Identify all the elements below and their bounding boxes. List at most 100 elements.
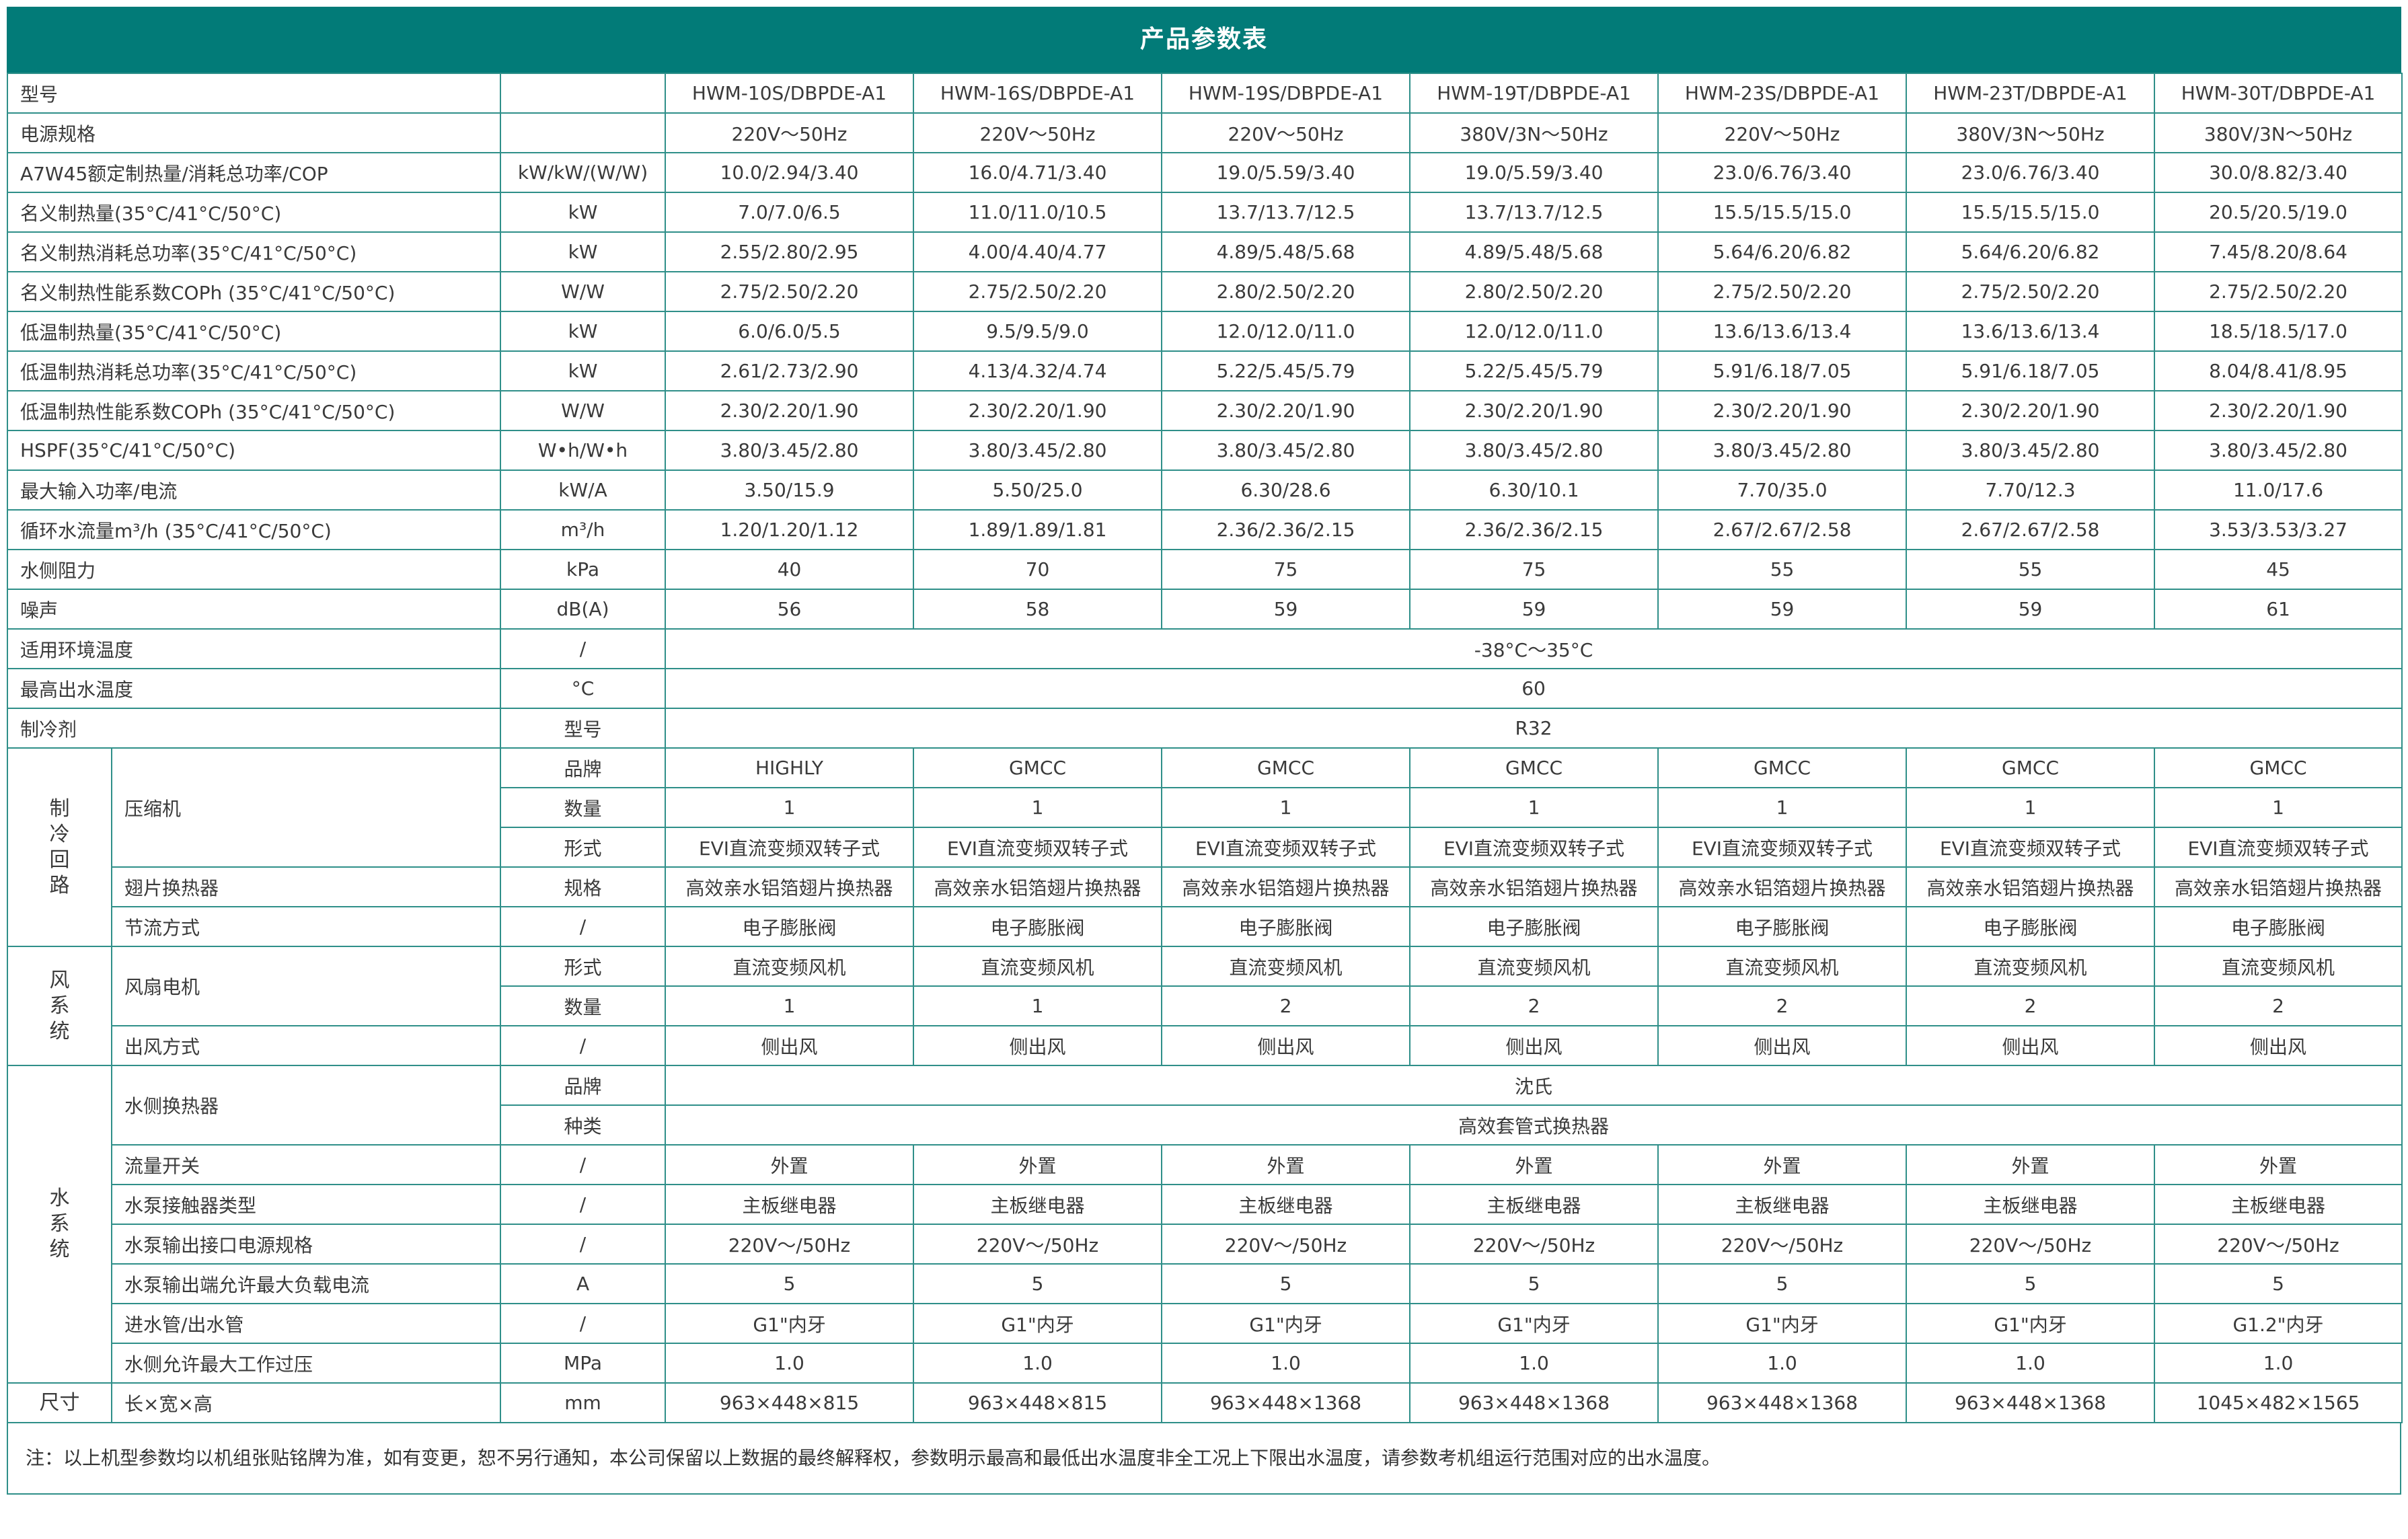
- value-cell: 侧出风: [1161, 1025, 1411, 1066]
- value-cell: 侧出风: [1906, 1025, 2156, 1066]
- value-cell: G1"内牙: [1161, 1303, 1411, 1344]
- sub-label: 长×宽×高: [110, 1382, 502, 1423]
- value-cell: G1"内牙: [913, 1303, 1163, 1344]
- value-cell: 主板继电器: [1657, 1184, 1908, 1225]
- page-title: 产品参数表: [7, 7, 2401, 73]
- unit-cell: 种类: [500, 1104, 667, 1146]
- value-cell: 75: [1161, 549, 1411, 590]
- value-cell: EVI直流变频双转子式: [1657, 827, 1908, 868]
- value-cell: 4.89/5.48/5.68: [1409, 231, 1659, 272]
- value-cell: 2: [2154, 985, 2403, 1026]
- value-cell: 963×448×1368: [1906, 1382, 2156, 1423]
- value-cell: 55: [1906, 549, 2156, 590]
- value-cell: 4.00/4.40/4.77: [913, 231, 1163, 272]
- value-cell: 外置: [665, 1144, 915, 1185]
- value-cell: 2.67/2.67/2.58: [1657, 509, 1908, 550]
- merged-value-cell: R32: [665, 708, 2403, 749]
- value-cell: EVI直流变频双转子式: [913, 827, 1163, 868]
- table-row: 名义制热量(35°C/41°C/50°C) kW 7.0/7.0/6.5 11.0/1…: [6, 192, 2403, 233]
- value-cell: 5.91/6.18/7.05: [1906, 350, 2156, 391]
- table-row: 水泵输出接口电源规格/220V～/50Hz 220V～/50Hz 220V～/50H…: [7, 1224, 2403, 1265]
- table-row: 水系统 水侧换热器 品牌 沈氏: [7, 1065, 2403, 1384]
- value-cell: 直流变频风机: [1161, 946, 1411, 987]
- unit-cell: A: [500, 1263, 667, 1304]
- value-cell: 2.75/2.50/2.20: [913, 271, 1163, 312]
- value-cell: 59: [1161, 589, 1411, 630]
- value-cell: 13.6/13.6/13.4: [1657, 311, 1908, 352]
- unit-cell: 形式: [500, 827, 667, 868]
- unit-cell: 品牌: [500, 747, 667, 788]
- value-cell: 380V/3N～50Hz: [2154, 112, 2403, 153]
- table-row: 电源规格 220V～50Hz 220V～50Hz 220V～50Hz 380V/3N～5…: [6, 112, 2403, 153]
- value-cell: 59: [1657, 589, 1908, 630]
- section-label-text: 尺寸: [39, 1390, 80, 1415]
- value-cell: 963×448×1368: [1161, 1382, 1411, 1423]
- unit-cell: W/W: [500, 390, 667, 431]
- value-cell: 3.80/3.45/2.80: [1906, 430, 2156, 471]
- value-cell: 1045×482×1565: [2154, 1382, 2403, 1423]
- table-row: 名义制热消耗总功率(35°C/41°C/50°C) kW 2.55/2.80/2.9…: [6, 231, 2403, 272]
- value-cell: 2.67/2.67/2.58: [1906, 509, 2156, 550]
- row-label: HSPF(35°C/41°C/50°C): [6, 430, 502, 471]
- spec-table: 型号 HWM-10S/DBPDE-A1 HWM-16S/DBPDE-A1 HWM-19…: [6, 73, 2403, 1423]
- table-row: 翅片换热器 规格 高效亲水铝箔翅片换热器 高效亲水铝箔翅片换热器 高效亲水铝箔翅片换热器…: [7, 866, 2403, 907]
- table-row: 低温制热量(35°C/41°C/50°C) kW 6.0/6.0/5.5 9.5/9.…: [6, 311, 2403, 352]
- value-cell: HWM-10S/DBPDE-A1: [665, 73, 915, 114]
- value-cell: 2.75/2.50/2.20: [665, 271, 915, 312]
- table-row: 型号 HWM-10S/DBPDE-A1 HWM-16S/DBPDE-A1 HWM-19…: [6, 73, 2403, 114]
- value-cell: 高效亲水铝箔翅片换热器: [1906, 866, 2156, 907]
- value-cell: 5.91/6.18/7.05: [1657, 350, 1908, 391]
- value-cell: 电子膨胀阀: [1657, 906, 1908, 947]
- unit-cell: kW/A: [500, 470, 667, 511]
- value-cell: GMCC: [1161, 747, 1411, 788]
- value-cell: HIGHLY: [665, 747, 915, 788]
- sub-label: 水泵接触器类型: [110, 1184, 502, 1225]
- value-cell: 13.6/13.6/13.4: [1906, 311, 2156, 352]
- table-row: 循环水流量m³/h (35°C/41°C/50°C) m³/h 1.20/1.20/…: [6, 509, 2403, 550]
- value-cell: 2.80/2.50/2.20: [1161, 271, 1411, 312]
- section-label-text: 风系统: [49, 968, 70, 1043]
- section-label: 水系统: [7, 1065, 112, 1384]
- value-cell: 5: [1409, 1263, 1659, 1304]
- value-cell: 高效亲水铝箔翅片换热器: [1161, 866, 1411, 907]
- unit-cell: mm: [500, 1382, 667, 1423]
- value-cell: 1.0: [1657, 1343, 1908, 1384]
- value-cell: 电子膨胀阀: [1161, 906, 1411, 947]
- value-cell: GMCC: [1906, 747, 2156, 788]
- value-cell: 45: [2154, 549, 2403, 590]
- value-cell: 电子膨胀阀: [665, 906, 915, 947]
- unit-cell: 数量: [500, 787, 667, 828]
- unit-cell: [500, 73, 667, 114]
- sub-label: 水侧换热器: [110, 1065, 502, 1146]
- unit-cell: °C: [500, 668, 667, 709]
- table-row: 适用环境温度 / -38°C～35°C: [6, 628, 2403, 669]
- value-cell: 高效亲水铝箔翅片换热器: [2154, 866, 2403, 907]
- value-cell: EVI直流变频双转子式: [1409, 827, 1659, 868]
- row-label: 电源规格: [6, 112, 502, 153]
- value-cell: 220V～/50Hz: [913, 1224, 1163, 1265]
- value-cell: 1: [913, 787, 1163, 828]
- sub-label: 风扇电机: [110, 946, 502, 1026]
- unit-cell: /: [500, 1224, 667, 1265]
- unit-cell: kW: [500, 350, 667, 391]
- row-label: 名义制热消耗总功率(35°C/41°C/50°C): [6, 231, 502, 272]
- value-cell: 1.20/1.20/1.12: [665, 509, 915, 550]
- value-cell: 220V～/50Hz: [1906, 1224, 2156, 1265]
- value-cell: 19.0/5.59/3.40: [1161, 152, 1411, 193]
- unit-cell: /: [500, 1184, 667, 1225]
- value-cell: 侧出风: [913, 1025, 1163, 1066]
- value-cell: 侧出风: [2154, 1025, 2403, 1066]
- value-cell: 主板继电器: [913, 1184, 1163, 1225]
- value-cell: GMCC: [2154, 747, 2403, 788]
- table-row: 制冷回路 压缩机 品牌 HIGHLY GMCC GMCC GMCC GMCC GMCC GMCC: [7, 747, 2403, 947]
- value-cell: 2.36/2.36/2.15: [1409, 509, 1659, 550]
- value-cell: 1: [665, 985, 915, 1026]
- table-row: 水泵输出端允许最大负载电流 A 5 5 5 5 5 5 5: [7, 1263, 2403, 1304]
- table-row: 低温制热消耗总功率(35°C/41°C/50°C) kW 2.61/2.73/2.9…: [6, 350, 2403, 391]
- table-row: 水泵接触器类型 / 主板继电器 主板继电器 主板继电器 主板继电器 主板继电器 主板继电器 主板…: [7, 1184, 2403, 1225]
- value-cell: 1: [1409, 787, 1659, 828]
- value-cell: 直流变频风机: [913, 946, 1163, 987]
- unit-cell: 型号: [500, 708, 667, 749]
- value-cell: 5.22/5.45/5.79: [1409, 350, 1659, 391]
- sub-label: 压缩机: [110, 747, 502, 868]
